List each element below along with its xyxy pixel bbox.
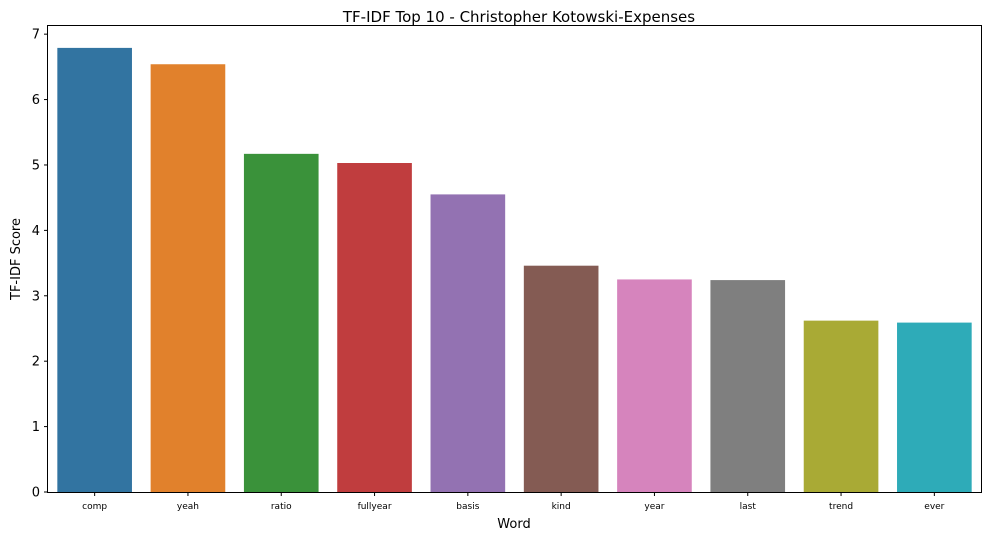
x-tick-label: basis <box>456 502 479 512</box>
x-tick-label: yeah <box>177 502 199 512</box>
bar-comp <box>57 47 132 493</box>
bar-trend <box>803 320 879 492</box>
bar-fullyear <box>337 163 412 492</box>
bar-ratio <box>243 153 319 492</box>
y-axis: 0 1 2 3 4 5 6 7 <box>32 28 48 501</box>
bar-ever <box>897 322 972 492</box>
bar-kind <box>523 265 599 492</box>
bar-year <box>617 279 692 492</box>
x-tick-label: last <box>740 502 757 512</box>
chart-title: TF-IDF Top 10 - Christopher Kotowski-Exp… <box>342 8 695 26</box>
y-axis-label: TF-IDF Score <box>9 218 24 301</box>
y-tick-label: 1 <box>32 420 40 435</box>
x-tick-label: ratio <box>271 502 292 512</box>
bar-last <box>710 280 786 492</box>
x-tick-label: ever <box>924 502 944 512</box>
bar-yeah <box>150 64 226 492</box>
x-tick-label: fullyear <box>358 502 392 512</box>
x-tick-label: comp <box>82 502 107 512</box>
y-tick-label: 5 <box>32 158 40 173</box>
plot-frame <box>47 25 982 493</box>
y-tick-label: 6 <box>32 93 40 108</box>
y-tick-label: 0 <box>32 486 40 501</box>
y-tick-label: 7 <box>32 28 40 43</box>
y-tick-label: 4 <box>32 224 40 239</box>
x-tick-label: trend <box>829 502 853 512</box>
x-axis-label: Word <box>497 517 530 532</box>
x-axis: comp yeah ratio fullyear basis kind year last tr… <box>82 492 945 512</box>
y-tick-label: 3 <box>32 289 40 304</box>
bar-basis <box>430 194 506 492</box>
bars-group <box>57 47 972 493</box>
x-tick-label: kind <box>552 502 571 512</box>
x-tick-label: year <box>644 502 664 512</box>
y-tick-label: 2 <box>32 355 40 370</box>
